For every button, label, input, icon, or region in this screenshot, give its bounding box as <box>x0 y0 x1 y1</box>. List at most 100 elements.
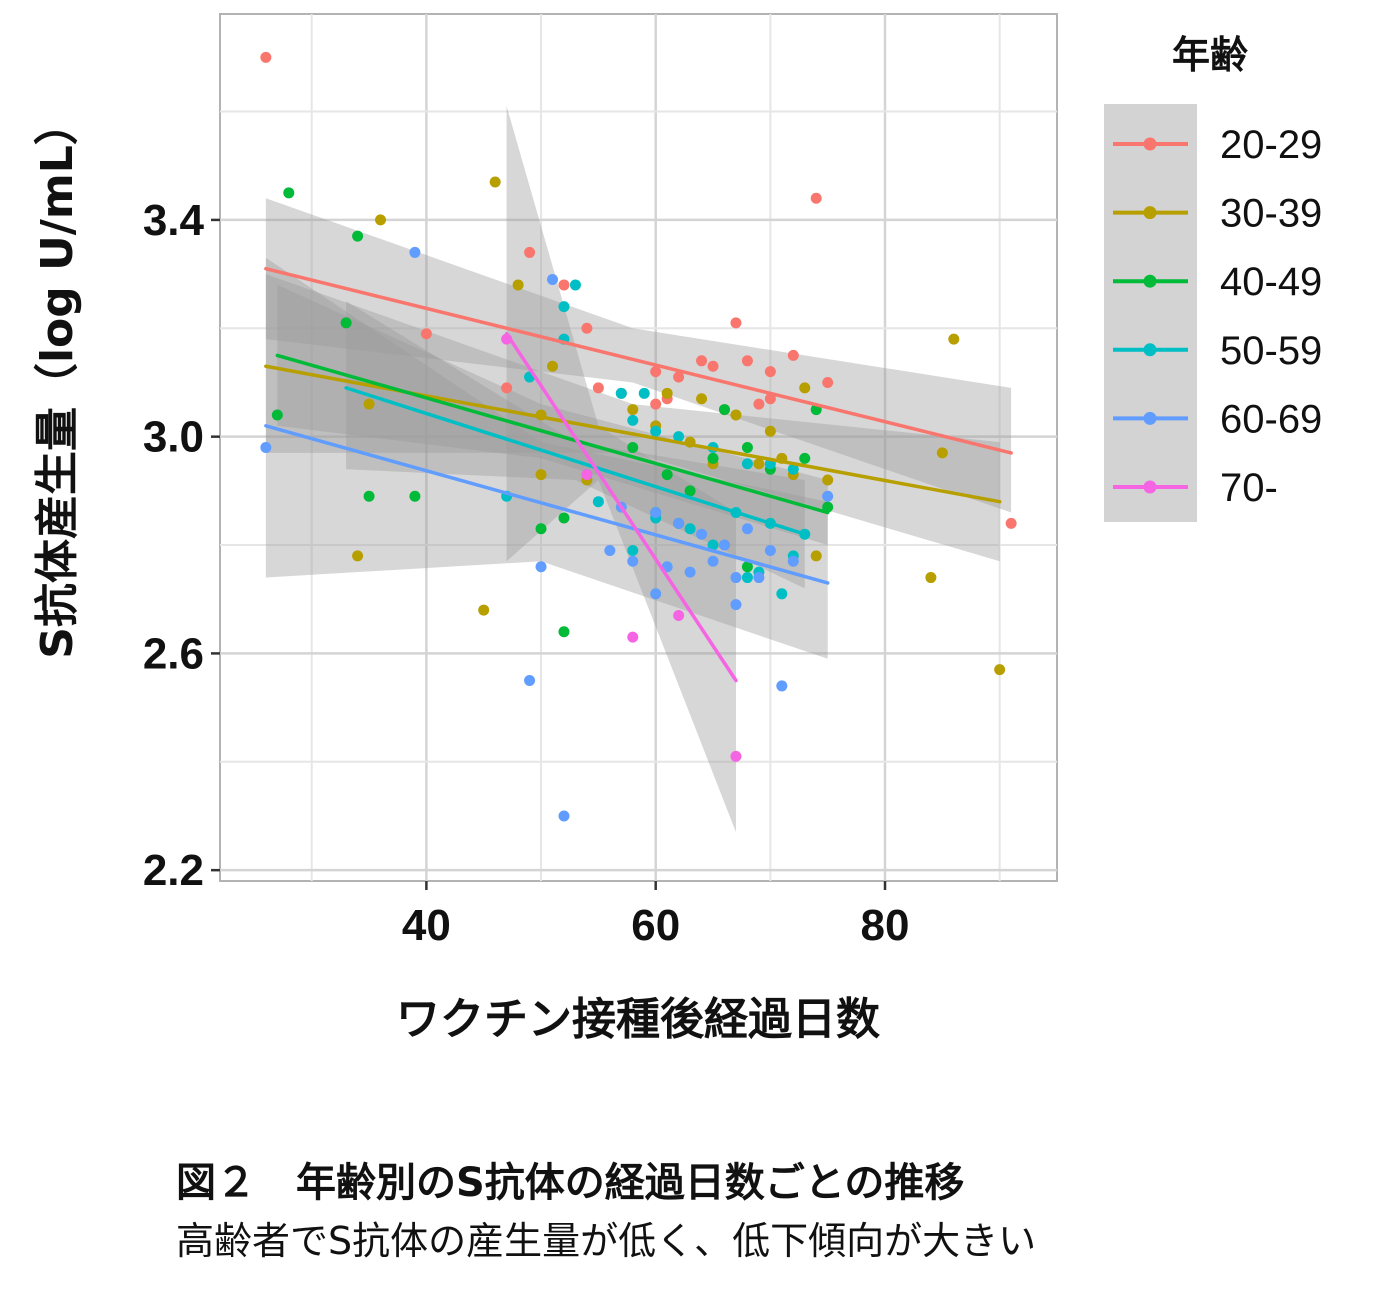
data-point-60-69 <box>558 810 570 822</box>
data-point-60-69 <box>741 523 753 535</box>
legend-label-30-39: 30-39 <box>1220 192 1322 236</box>
y-axis-ticks: 2.2 2.6 3.0 3.4 <box>143 196 220 895</box>
data-point-50-59 <box>741 458 753 470</box>
data-point-20-29 <box>558 279 570 291</box>
data-point-20-29 <box>650 366 662 378</box>
data-point-50-59 <box>673 431 685 443</box>
data-point-70- <box>673 609 685 621</box>
legend-key-point-20-29 <box>1143 137 1157 151</box>
data-point-30-39 <box>627 404 639 416</box>
data-point-50-59 <box>569 279 581 291</box>
data-point-20-29 <box>650 398 662 410</box>
data-point-20-29 <box>260 51 272 63</box>
confidence-band-50-59 <box>346 301 805 589</box>
data-point-60-69 <box>673 517 685 529</box>
data-point-60-69 <box>535 561 547 573</box>
confidence-band-70- <box>506 106 736 833</box>
data-point-50-59 <box>627 544 639 556</box>
data-point-30-39 <box>764 425 776 437</box>
data-point-60-69 <box>627 555 639 567</box>
legend-label-40-49: 40-49 <box>1220 260 1322 304</box>
data-point-30-39 <box>948 333 960 345</box>
data-point-60-69 <box>696 528 708 540</box>
data-point-60-69 <box>753 572 765 584</box>
data-point-20-29 <box>1005 517 1017 529</box>
legend-key-point-40-49 <box>1143 274 1157 288</box>
data-point-70- <box>581 469 593 481</box>
legend-label-50-59: 50-59 <box>1220 329 1322 373</box>
data-point-20-29 <box>592 382 604 394</box>
x-axis-ticks: 40 60 80 <box>402 881 910 950</box>
y-tick-label: 3.0 <box>143 413 204 462</box>
trend-lines <box>264 266 1013 683</box>
data-point-60-69 <box>524 675 536 687</box>
data-point-40-49 <box>535 523 547 535</box>
data-point-60-69 <box>409 246 421 258</box>
data-point-60-69 <box>260 442 272 453</box>
data-point-50-59 <box>707 539 719 551</box>
data-point-30-39 <box>363 398 375 410</box>
data-point-50-59 <box>684 523 696 535</box>
figure-caption-subtitle: 高齢者でS抗体の産生量が低く、低下傾向が大きい <box>176 1219 1037 1263</box>
chart: 40 60 80 2.2 2.6 3.0 3.4 ワクチン接種後経過日数 S抗体産生量（l… <box>32 13 1322 1045</box>
data-point-50-59 <box>558 301 570 313</box>
legend-key-point-50-59 <box>1143 343 1157 357</box>
data-point-50-59 <box>627 414 639 426</box>
data-point-60-69 <box>650 507 662 519</box>
data-point-50-59 <box>638 387 650 399</box>
legend-key-point-70- <box>1143 480 1157 494</box>
data-point-20-29 <box>810 192 822 204</box>
confidence-band-40-49 <box>277 284 828 545</box>
data-point-30-39 <box>512 279 524 291</box>
legend-title: 年齢 <box>1172 33 1248 77</box>
legend-items: 20-29 30-39 40-49 50-59 60-69 70- <box>1113 123 1322 510</box>
trend-line-60-69 <box>264 424 830 585</box>
legend-label-60-69: 60-69 <box>1220 397 1322 441</box>
data-point-30-39 <box>822 474 834 486</box>
legend-key-point-60-69 <box>1143 411 1157 425</box>
data-point-70- <box>730 750 742 762</box>
confidence-bands <box>265 106 1012 833</box>
data-point-30-39 <box>547 360 559 372</box>
data-point-40-49 <box>352 230 364 242</box>
data-point-50-59 <box>776 588 788 600</box>
data-point-40-49 <box>409 490 421 502</box>
data-point-30-39 <box>753 458 765 470</box>
trend-line-70- <box>504 331 738 683</box>
data-point-20-29 <box>524 246 536 258</box>
data-point-30-39 <box>799 382 811 394</box>
x-tick-label: 40 <box>402 901 451 950</box>
x-tick-label: 60 <box>631 901 680 950</box>
data-point-40-49 <box>283 187 295 199</box>
data-point-60-69 <box>650 588 662 600</box>
data-point-30-39 <box>925 572 937 584</box>
data-point-20-29 <box>787 349 799 361</box>
data-point-20-29 <box>741 355 753 367</box>
data-point-30-39 <box>375 214 387 226</box>
x-axis-title: ワクチン接種後経過日数 <box>396 994 880 1045</box>
x-tick-label: 80 <box>861 901 910 950</box>
data-point-40-49 <box>707 452 719 464</box>
data-point-20-29 <box>730 317 742 329</box>
data-point-60-69 <box>718 539 730 551</box>
data-point-60-69 <box>707 555 719 567</box>
plot-panel <box>219 13 1058 882</box>
legend-key-background <box>1104 104 1197 522</box>
y-tick-label: 2.6 <box>143 629 204 678</box>
data-point-20-29 <box>822 376 834 388</box>
data-point-20-29 <box>501 382 513 394</box>
data-point-40-49 <box>741 561 753 573</box>
data-point-30-39 <box>535 469 547 481</box>
data-point-30-39 <box>696 393 708 405</box>
data-point-60-69 <box>730 572 742 584</box>
gridlines <box>220 14 1057 881</box>
data-point-30-39 <box>352 550 364 562</box>
data-point-20-29 <box>707 360 719 372</box>
data-point-40-49 <box>822 501 834 513</box>
data-point-40-49 <box>684 485 696 497</box>
data-point-30-39 <box>936 447 948 459</box>
data-point-50-59 <box>592 496 604 508</box>
data-point-50-59 <box>615 387 627 399</box>
confidence-band-20-29 <box>265 198 1012 513</box>
data-point-30-39 <box>478 604 490 616</box>
